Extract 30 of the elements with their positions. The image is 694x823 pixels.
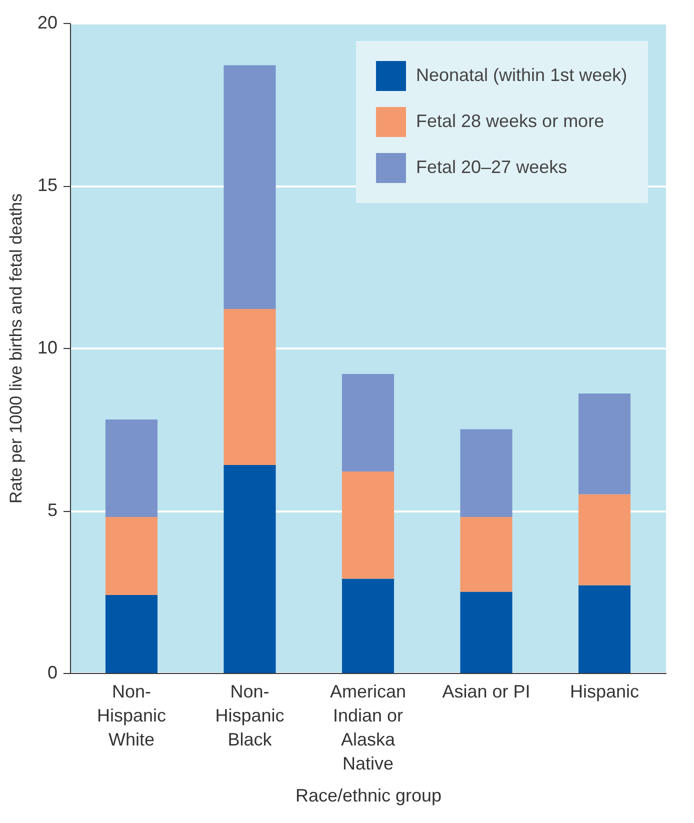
y-tick-label: 5 xyxy=(47,500,58,520)
x-tick-label: Non-Hispanic Black xyxy=(215,682,284,750)
legend-label: Neonatal (within 1st week) xyxy=(416,65,628,85)
y-tick-label: 0 xyxy=(47,662,58,682)
bar xyxy=(105,517,158,595)
bar xyxy=(460,592,512,673)
y-tick-label: 15 xyxy=(37,175,58,195)
bar xyxy=(105,595,158,673)
bar xyxy=(460,517,512,592)
x-tick-label: Non-Hispanic White xyxy=(96,682,166,750)
x-tick-label: American Indian or Alaska Native xyxy=(330,682,406,774)
y-tick-label: 10 xyxy=(37,338,58,358)
x-axis-title: Race/ethnic group xyxy=(295,786,442,806)
legend-label: Fetal 20–27 weeks xyxy=(416,157,568,177)
y-tick-label: 20 xyxy=(37,12,58,32)
x-tick-label: Asian or PI xyxy=(442,682,530,702)
bar xyxy=(105,420,158,517)
bar xyxy=(578,494,631,586)
bar xyxy=(224,465,276,673)
x-tick-label: Hispanic xyxy=(570,682,640,702)
bar xyxy=(342,374,394,472)
bar xyxy=(578,585,631,673)
y-axis-title: Rate per 1000 live births and fetal deaths xyxy=(6,194,26,504)
bar xyxy=(224,65,276,309)
bar xyxy=(342,472,394,579)
legend-label: Fetal 28 weeks or more xyxy=(416,111,604,131)
bar xyxy=(224,309,276,465)
bar xyxy=(342,578,394,673)
bar xyxy=(460,429,512,517)
bar xyxy=(578,394,631,494)
